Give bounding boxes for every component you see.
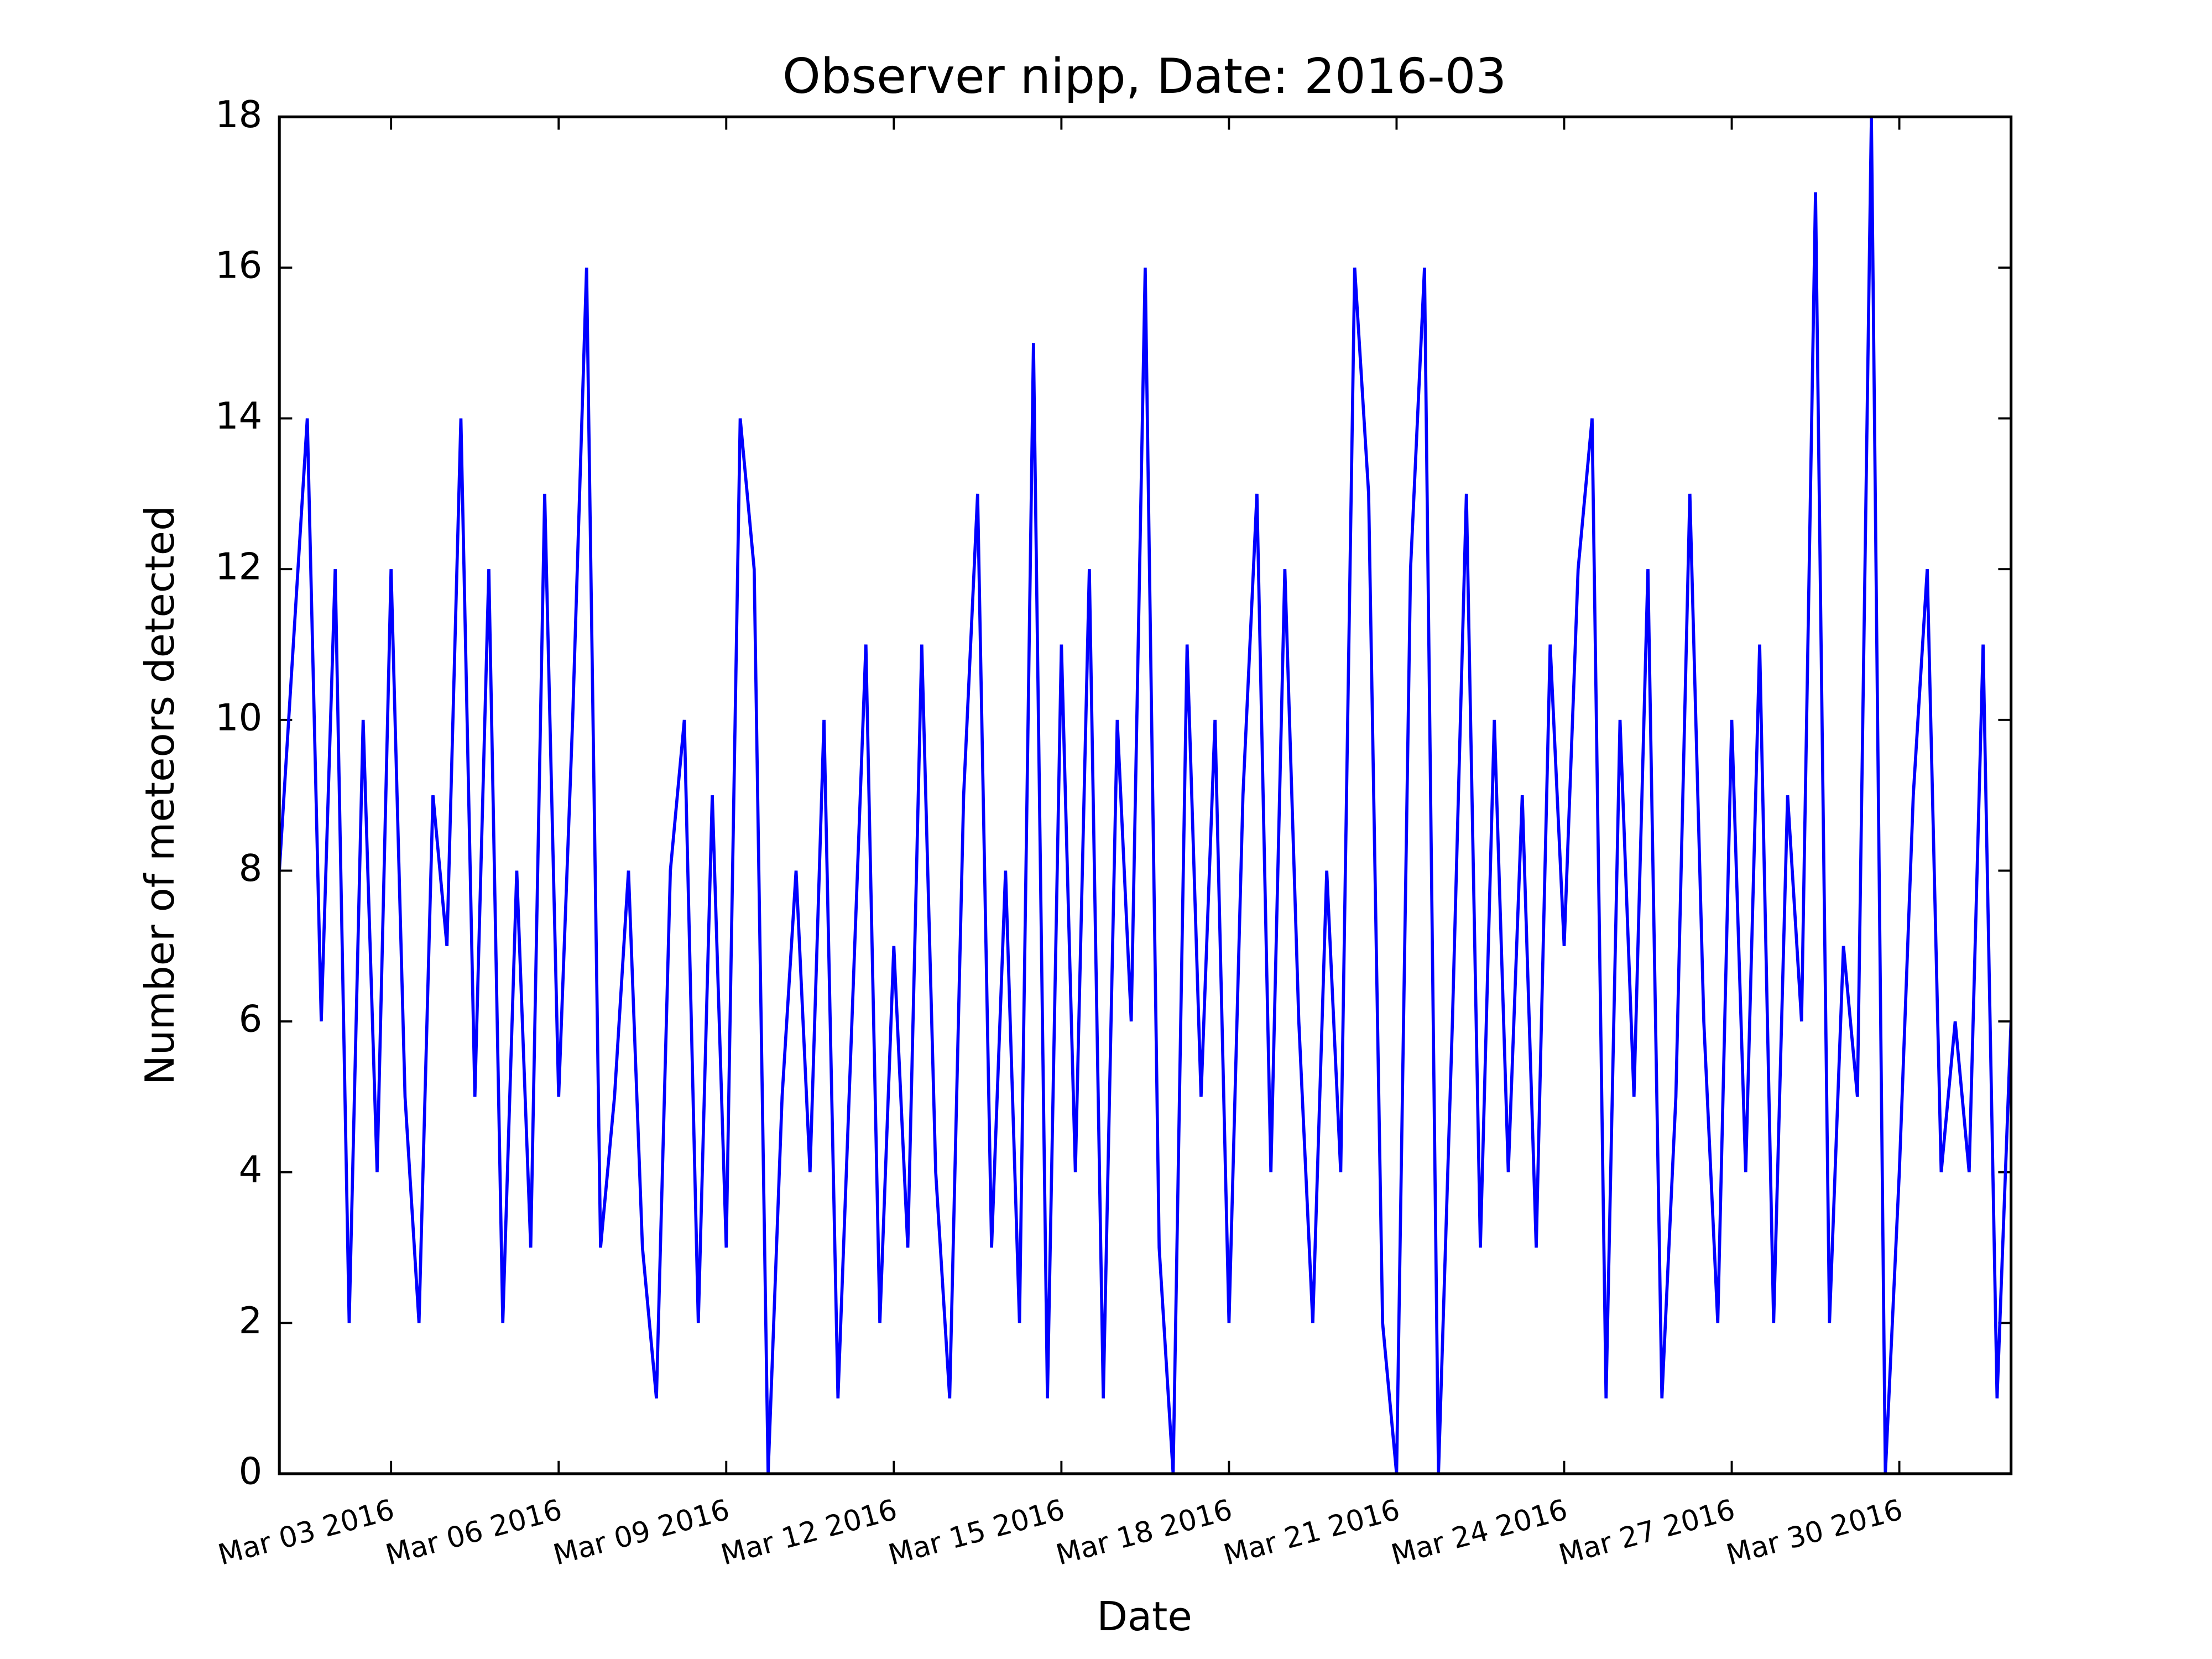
y-tick-label: 18 — [215, 93, 262, 136]
plot-frame — [278, 115, 2013, 1475]
data-line — [279, 117, 2011, 1474]
y-tick-label: 6 — [239, 998, 263, 1041]
y-tick-label: 14 — [215, 394, 262, 437]
y-tick-label: 10 — [215, 696, 262, 739]
chart-title: Observer nipp, Date: 2016-03 — [782, 48, 1506, 105]
x-axis-label: Date — [1097, 1594, 1192, 1640]
y-tick-label: 0 — [239, 1449, 263, 1493]
y-tick-label: 8 — [239, 847, 263, 890]
y-tick-label: 4 — [239, 1148, 263, 1191]
y-tick-label: 12 — [215, 545, 262, 588]
y-tick-label: 16 — [215, 244, 262, 287]
y-tick-label: 2 — [239, 1299, 263, 1342]
y-axis-label: Number of meteors detected — [137, 505, 184, 1085]
